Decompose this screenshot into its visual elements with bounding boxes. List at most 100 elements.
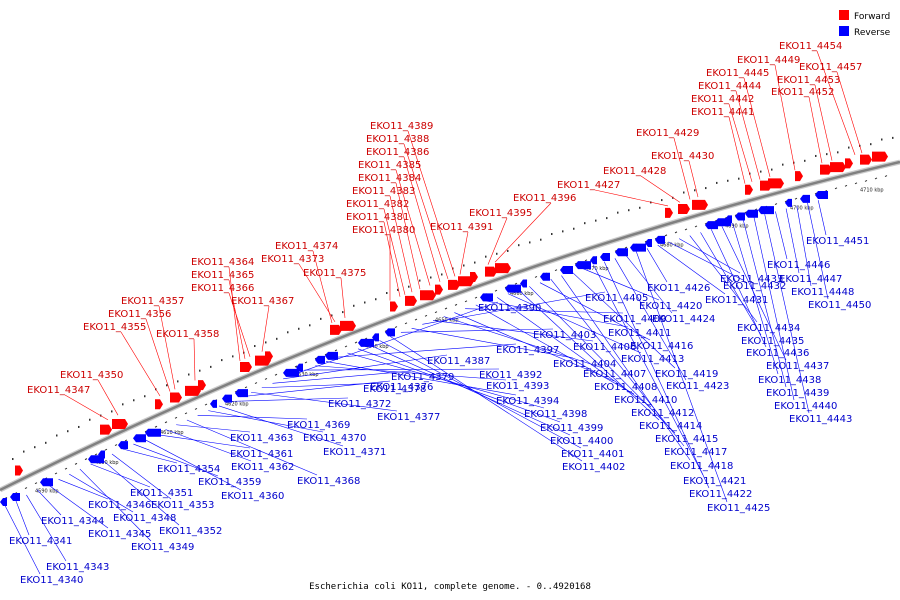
forward-gene-arrow xyxy=(405,295,417,306)
reverse-gene-label: EKO11_4438 xyxy=(758,375,821,386)
reverse-gene-arrow xyxy=(325,351,338,360)
forward-leader-line xyxy=(228,266,241,361)
forward-leader-line xyxy=(193,338,196,381)
scale-tick xyxy=(534,275,538,278)
reverse-gene-label: EKO11_4413 xyxy=(621,354,684,365)
reverse-gene-arrow xyxy=(758,206,774,215)
reverse-gene-label: EKO11_4431 xyxy=(705,295,768,306)
reverse-leader-line xyxy=(700,232,762,336)
reverse-gene-label: EKO11_4398 xyxy=(524,409,587,420)
reverse-leader-line xyxy=(304,368,500,371)
reverse-leader-line xyxy=(122,448,178,464)
reverse-gene-arrow xyxy=(40,478,53,487)
track-mark xyxy=(496,252,498,255)
reverse-gene-arrow xyxy=(630,243,646,252)
reverse-gene-label: EKO11_4397 xyxy=(496,345,559,356)
track-mark xyxy=(771,168,773,171)
reverse-leader-line xyxy=(593,264,704,476)
reverse-leader-line xyxy=(47,484,109,529)
scale-label: 4630 kbp xyxy=(295,372,319,378)
backbone-line xyxy=(0,160,900,492)
scale-tick xyxy=(464,300,468,303)
reverse-gene-label: EKO11_4426 xyxy=(647,283,710,294)
track-mark xyxy=(144,395,146,398)
forward-gene-arrow xyxy=(170,392,182,403)
reverse-gene-label: EKO11_4368 xyxy=(297,476,360,487)
forward-gene-label: EKO11_4350 xyxy=(60,370,123,381)
reverse-gene-label: EKO11_4359 xyxy=(198,477,261,488)
reverse-gene-label: EKO11_4415 xyxy=(655,434,718,445)
reverse-leader-line xyxy=(668,241,744,281)
track-mark xyxy=(815,154,817,157)
reverse-leader-line xyxy=(229,397,349,402)
track-mark xyxy=(364,301,366,304)
forward-gene-label: EKO11_4442 xyxy=(691,94,754,105)
forward-leader-line xyxy=(407,130,456,277)
reverse-gene-label: EKO11_4379 xyxy=(391,372,454,383)
scale-tick xyxy=(154,425,158,428)
forward-gene-label: EKO11_4389 xyxy=(370,121,433,132)
scale-label: 4590 kbp xyxy=(35,489,59,495)
reverse-gene-arrow xyxy=(705,221,718,230)
forward-gene-arrow xyxy=(678,203,690,214)
track-mark xyxy=(639,206,641,209)
scale-tick xyxy=(254,382,258,385)
forward-gene-label: EKO11_4385 xyxy=(358,160,421,171)
reverse-gene-arrow xyxy=(385,328,395,337)
scale-tick xyxy=(454,303,458,306)
reverse-gene-label: EKO11_4423 xyxy=(666,381,729,392)
track-mark xyxy=(419,279,421,282)
track-mark xyxy=(628,209,630,212)
reverse-gene-label: EKO11_4387 xyxy=(427,356,490,367)
track-mark xyxy=(892,136,894,139)
scale-tick xyxy=(674,231,678,234)
forward-gene-arrow xyxy=(692,199,708,210)
scale-tick xyxy=(854,182,858,185)
track-mark xyxy=(837,151,839,154)
reverse-gene-arrow xyxy=(645,238,652,247)
reverse-leader-line xyxy=(817,200,827,236)
reverse-leader-line xyxy=(186,419,318,476)
reverse-gene-label: EKO11_4451 xyxy=(806,236,869,247)
reverse-gene-arrow xyxy=(358,338,374,347)
reverse-leader-line xyxy=(261,382,384,389)
reverse-leader-line xyxy=(36,489,62,516)
track-mark xyxy=(595,219,597,222)
forward-gene-label: EKO11_4457 xyxy=(799,62,862,73)
track-mark xyxy=(188,373,190,376)
scale-label: 4680 kbp xyxy=(660,242,684,248)
forward-gene-arrow xyxy=(420,290,436,301)
scale-tick xyxy=(494,289,498,292)
forward-leader-line xyxy=(64,394,109,421)
scale-tick xyxy=(694,225,698,228)
reverse-leader-line xyxy=(518,289,660,421)
track-mark xyxy=(177,380,179,383)
track-mark xyxy=(276,337,278,340)
reverse-leader-line xyxy=(529,286,676,434)
reverse-gene-label: EKO11_4371 xyxy=(323,447,386,458)
reverse-leader-line xyxy=(79,468,152,542)
reverse-leader-line xyxy=(15,500,30,536)
reverse-leader-line xyxy=(539,282,651,341)
forward-gene-label: EKO11_4384 xyxy=(358,173,421,184)
scale-tick xyxy=(344,345,348,348)
reverse-gene-label: EKO11_4437 xyxy=(766,361,829,372)
legend: Forward Reverse xyxy=(839,10,891,38)
reverse-leader-line xyxy=(272,370,412,384)
track-mark xyxy=(584,222,586,225)
scale-tick xyxy=(414,318,418,321)
reverse-leader-line xyxy=(336,343,517,358)
forward-leader-line xyxy=(97,379,119,416)
forward-gene-label: EKO11_4347 xyxy=(27,385,90,396)
forward-leader-line xyxy=(389,195,413,293)
reverse-leader-line xyxy=(732,223,779,375)
reverse-gene-label: EKO11_4402 xyxy=(562,462,625,473)
track-mark xyxy=(661,199,663,202)
reverse-gene-label: EKO11_4416 xyxy=(630,341,693,352)
forward-gene-label: EKO11_4374 xyxy=(275,241,338,252)
track-mark xyxy=(210,365,212,368)
reverse-gene-label: EKO11_4400 xyxy=(550,436,613,447)
reverse-leader-line xyxy=(293,301,499,375)
reverse-gene-arrow xyxy=(590,256,597,265)
